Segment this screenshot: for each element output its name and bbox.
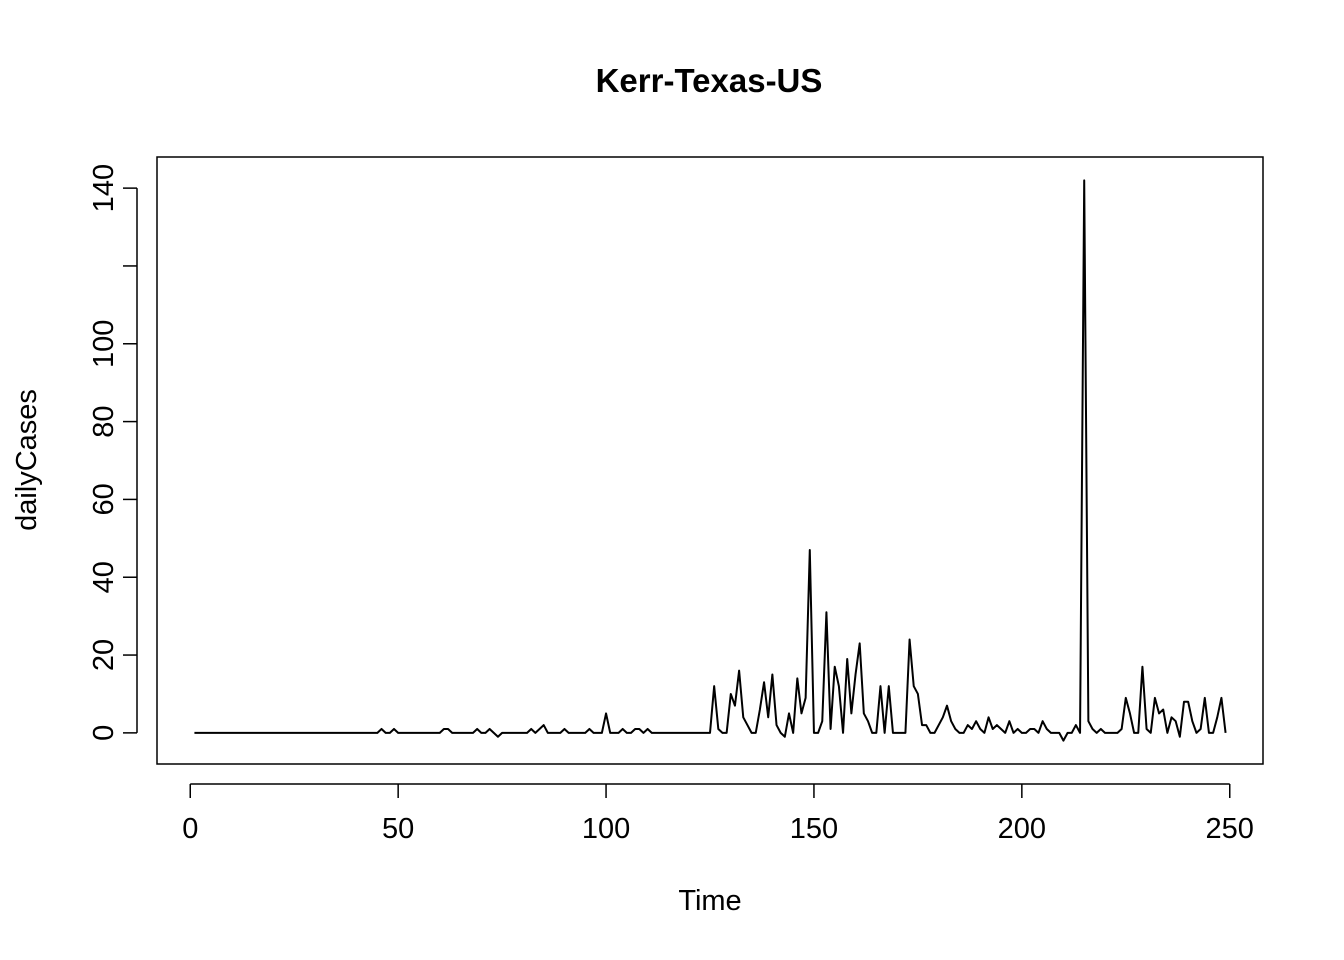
y-tick-label: 100 <box>88 320 120 368</box>
y-axis: 0 20 40 60 80 100 140 <box>88 164 138 741</box>
y-tick-label: 0 <box>88 725 120 741</box>
y-tick-label: 20 <box>88 639 120 671</box>
y-tick-label: 80 <box>88 405 120 437</box>
y-tick-label: 60 <box>88 483 120 515</box>
x-tick-label: 250 <box>1206 813 1254 845</box>
x-axis-label: Time <box>678 885 741 917</box>
series-layer <box>194 179 1227 742</box>
x-axis: 0 50 100 150 200 250 <box>182 783 1254 845</box>
y-tick-label: 40 <box>88 561 120 593</box>
series-line <box>194 179 1227 742</box>
x-tick-label: 150 <box>790 813 838 845</box>
y-axis-label: dailyCases <box>11 389 43 531</box>
x-tick-label: 0 <box>182 813 198 845</box>
chart-title: Kerr-Texas-US <box>596 62 823 99</box>
x-tick-label: 100 <box>582 813 630 845</box>
x-tick-label: 200 <box>998 813 1046 845</box>
x-tick-label: 50 <box>382 813 414 845</box>
y-tick-label: 140 <box>88 164 120 212</box>
plot-frame <box>156 156 1264 765</box>
